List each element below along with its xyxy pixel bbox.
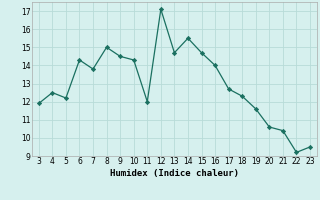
X-axis label: Humidex (Indice chaleur): Humidex (Indice chaleur) bbox=[110, 169, 239, 178]
